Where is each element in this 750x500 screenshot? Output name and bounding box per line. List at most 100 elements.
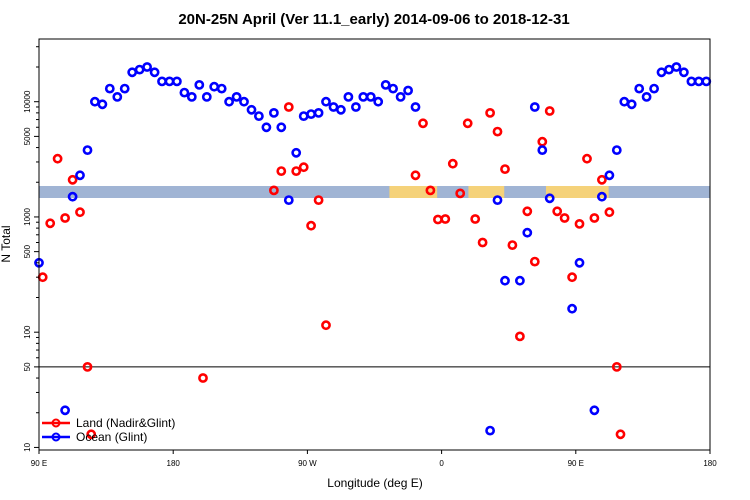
ocean-point bbox=[209, 81, 220, 92]
land-point bbox=[298, 162, 309, 173]
land-point bbox=[537, 136, 548, 147]
land-point bbox=[45, 218, 56, 229]
ocean-point bbox=[350, 102, 361, 112]
land-point bbox=[276, 166, 287, 176]
ocean-point bbox=[231, 92, 242, 102]
land-band-segment bbox=[468, 186, 505, 198]
ocean-point bbox=[298, 111, 309, 121]
land-band-segments bbox=[389, 186, 609, 198]
y-tick-label: 100 bbox=[23, 325, 32, 339]
legend: Land (Nadir&Glint) Ocean (Glint) bbox=[42, 416, 175, 444]
ocean-point bbox=[604, 170, 615, 181]
ocean-point bbox=[321, 96, 331, 107]
plot-frame bbox=[38, 38, 711, 451]
land-point bbox=[291, 166, 302, 176]
ocean-point bbox=[224, 96, 234, 107]
ocean-point bbox=[171, 76, 182, 87]
ocean-point bbox=[380, 80, 391, 90]
ocean-point bbox=[492, 195, 503, 205]
land-point bbox=[500, 164, 510, 174]
ocean-point bbox=[649, 83, 659, 94]
ocean-point bbox=[485, 425, 495, 436]
land-point bbox=[604, 207, 615, 218]
land-point bbox=[410, 170, 421, 181]
y-tick-label: 1000 bbox=[23, 207, 32, 225]
ocean-point bbox=[537, 145, 548, 155]
land-point bbox=[313, 195, 324, 205]
land-point bbox=[582, 153, 592, 164]
land-point bbox=[447, 158, 458, 169]
ocean-point bbox=[75, 170, 85, 181]
ocean-point bbox=[179, 87, 190, 98]
land-point bbox=[67, 174, 78, 185]
ocean-point bbox=[239, 96, 249, 107]
land-point bbox=[52, 153, 63, 164]
ocean-point bbox=[656, 67, 667, 78]
x-tick-label: 180 bbox=[703, 459, 717, 468]
ocean-point bbox=[216, 83, 227, 94]
ocean-series bbox=[34, 62, 712, 436]
y-axis-label: N Total bbox=[0, 225, 13, 262]
land-point bbox=[567, 272, 577, 283]
land-point bbox=[37, 272, 48, 283]
land-point bbox=[268, 185, 279, 196]
land-point bbox=[75, 207, 85, 218]
ocean-point bbox=[67, 191, 78, 202]
ocean-point bbox=[119, 83, 130, 94]
land-point bbox=[440, 214, 451, 224]
ocean-point bbox=[641, 92, 652, 102]
y-axis-ticks: 10 50 100 500 1000 5000 10000 bbox=[23, 46, 39, 452]
ocean-point bbox=[373, 96, 384, 107]
ocean-point bbox=[60, 405, 70, 416]
x-tick-label: 180 bbox=[167, 459, 181, 468]
ocean-point bbox=[82, 145, 93, 155]
ocean-point bbox=[186, 92, 197, 102]
land-band-segment bbox=[545, 186, 609, 198]
ocean-point bbox=[157, 76, 167, 87]
x-tick-label: 90 E bbox=[568, 459, 584, 468]
ocean-point bbox=[313, 108, 324, 118]
ocean-point bbox=[253, 111, 264, 121]
land-point bbox=[418, 118, 428, 129]
land-point bbox=[515, 331, 525, 342]
land-point bbox=[589, 213, 600, 223]
land-point bbox=[522, 206, 533, 217]
ocean-point bbox=[194, 80, 205, 90]
ocean-point bbox=[589, 405, 600, 416]
ocean-point bbox=[388, 83, 398, 94]
ocean-point bbox=[693, 76, 704, 87]
ocean-point bbox=[261, 122, 272, 133]
land-point bbox=[321, 320, 331, 331]
land-point bbox=[552, 206, 563, 217]
land-point bbox=[306, 220, 316, 231]
ocean-point bbox=[403, 85, 413, 96]
ocean-point bbox=[291, 147, 302, 158]
land-point bbox=[485, 108, 495, 118]
land-point bbox=[82, 361, 93, 372]
ocean-point bbox=[701, 76, 712, 87]
legend-item-land: Land (Nadir&Glint) bbox=[42, 416, 175, 430]
land-point bbox=[470, 214, 481, 224]
ocean-point bbox=[611, 145, 622, 155]
ocean-point bbox=[529, 102, 540, 112]
land-point bbox=[462, 118, 473, 129]
land-ocean-band bbox=[39, 186, 710, 198]
ocean-band bbox=[39, 186, 710, 198]
ocean-point bbox=[597, 191, 607, 202]
ocean-point bbox=[634, 83, 645, 94]
ocean-point bbox=[134, 64, 145, 75]
ocean-point bbox=[90, 96, 100, 107]
ocean-point bbox=[306, 109, 316, 119]
x-tick-label: 0 bbox=[439, 459, 444, 468]
y-tick-label: 10 bbox=[23, 442, 32, 451]
ocean-point bbox=[283, 195, 294, 205]
x-tick-label: 90 E bbox=[31, 459, 47, 468]
ocean-point bbox=[671, 62, 682, 72]
land-point bbox=[455, 188, 466, 199]
legend-item-ocean: Ocean (Glint) bbox=[42, 430, 147, 444]
data-points bbox=[34, 62, 712, 440]
ocean-point bbox=[544, 193, 555, 204]
land-point bbox=[60, 213, 70, 223]
ocean-point bbox=[335, 104, 346, 115]
